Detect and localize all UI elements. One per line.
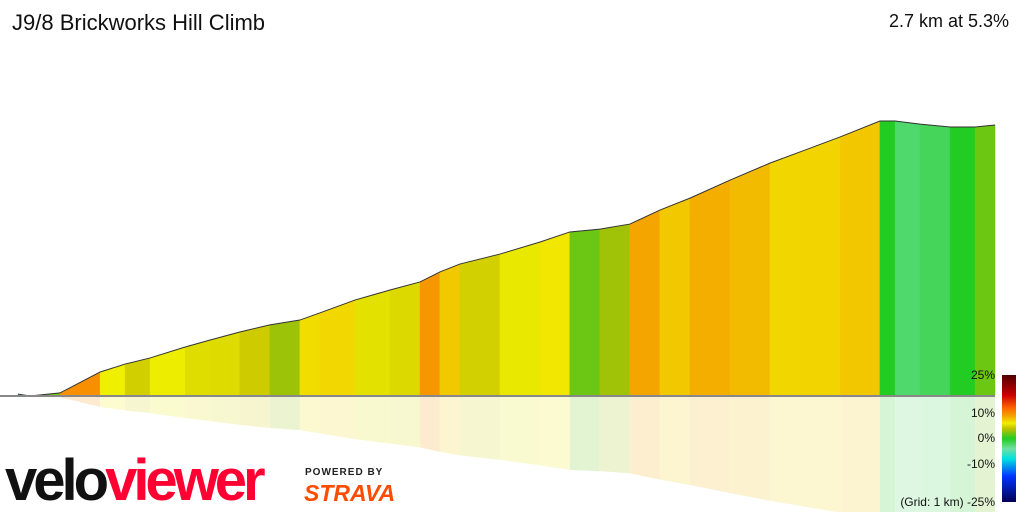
legend-label-10: 10%: [970, 406, 995, 420]
grade-segment-reflection: [185, 396, 211, 422]
grade-segment-reflection: [599, 396, 630, 474]
grade-segment: [729, 162, 771, 397]
profile-reflection: [18, 396, 995, 512]
grade-segment-reflection: [920, 396, 951, 512]
powered-by-label: POWERED BY: [305, 467, 384, 478]
grade-segment-reflection: [499, 396, 541, 466]
grade-segment-reflection: [420, 396, 440, 452]
grade-segment: [299, 312, 321, 397]
grade-segment-reflection: [629, 396, 660, 480]
grade-segment: [184, 339, 211, 397]
grade-segment: [269, 319, 301, 397]
grade-segment-reflection: [59, 396, 76, 401]
grade-segment: [659, 197, 691, 397]
grade-legend-bar: [1002, 375, 1016, 502]
strava-logo[interactable]: STRAVA: [304, 480, 396, 506]
segment-summary: 2.7 km at 5.3%: [888, 11, 1009, 31]
grade-segment: [769, 151, 801, 397]
grade-segment-reflection: [799, 396, 841, 512]
grade-segment: [239, 324, 271, 397]
grade-segment: [419, 271, 441, 397]
grade-segment-reflection: [125, 396, 151, 414]
grade-segment: [569, 228, 601, 397]
grade-segment: [439, 263, 461, 397]
veloviewer-logo[interactable]: veloviewer: [5, 448, 266, 513]
grade-segment-reflection: [540, 396, 570, 470]
grade-segment-reflection: [210, 396, 240, 425]
grade-segment: [389, 281, 421, 397]
grade-segment: [919, 123, 951, 397]
grade-segment: [839, 120, 881, 397]
legend-label-0: 0%: [977, 431, 995, 445]
legend-label-neg10: -10%: [966, 457, 995, 471]
grade-segment: [319, 299, 356, 397]
grade-segment-reflection: [319, 396, 355, 440]
grade-segment: [689, 179, 731, 397]
grade-segment-reflection: [354, 396, 390, 444]
profile-outline: [17, 120, 996, 397]
grade-segment: [894, 120, 921, 397]
grade-segment: [799, 136, 841, 397]
grade-segment-reflection: [895, 396, 921, 512]
grade-segment: [499, 241, 541, 397]
grade-segment-reflection: [840, 396, 880, 512]
grade-segment-reflection: [299, 396, 320, 434]
grade-segment-reflection: [975, 396, 995, 512]
grade-segment: [539, 231, 571, 397]
grade-segment-reflection: [100, 396, 126, 411]
grade-segment-reflection: [659, 396, 690, 486]
grade-segment: [599, 223, 631, 397]
grade-segment-reflection: [879, 396, 896, 512]
grade-segment-reflection: [730, 396, 770, 501]
legend-label-grid: (Grid: 1 km) -25%: [900, 495, 995, 509]
grade-segment-reflection: [389, 396, 421, 448]
grade-segment-reflection: [769, 396, 800, 506]
legend-label-25: 25%: [970, 368, 995, 382]
grade-segment-reflection: [689, 396, 731, 494]
grade-segment: [149, 346, 186, 397]
grade-segment-reflection: [75, 396, 101, 407]
grade-segment: [74, 371, 101, 397]
grade-segment: [879, 120, 896, 397]
grade-segment-reflection: [439, 396, 460, 456]
grade-segment: [209, 331, 241, 397]
grade-segment: [459, 253, 501, 397]
grade-segment-reflection: [950, 396, 976, 512]
grade-segment-reflection: [150, 396, 186, 419]
grade-bars: [17, 120, 996, 397]
grade-segment: [949, 126, 976, 397]
segment-title: J9/8 Brickworks Hill Climb: [12, 10, 266, 35]
grade-segment: [629, 209, 661, 397]
grade-segment-reflection: [569, 396, 600, 472]
grade-segment-reflection: [239, 396, 270, 429]
grade-segment-reflection: [459, 396, 500, 460]
grade-segment: [354, 289, 391, 397]
grade-segment: [974, 124, 996, 397]
grade-segment-reflection: [269, 396, 300, 431]
grade-segment: [99, 363, 126, 397]
